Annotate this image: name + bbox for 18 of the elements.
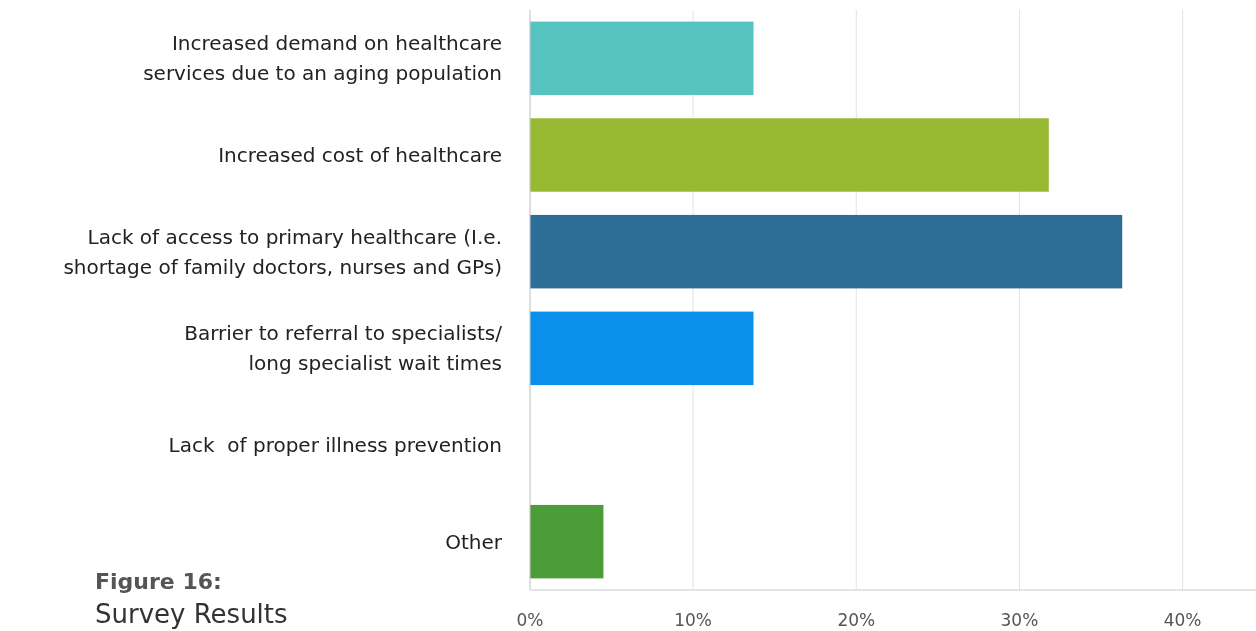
text: Survey Results	[95, 599, 288, 629]
y-tick-label: Lack of access to primary healthcare (I.e. shortage of family doctors, nurses and GPs)	[63, 224, 502, 279]
bar	[530, 311, 754, 386]
bar	[530, 214, 1123, 289]
text: Figure 16:	[95, 569, 222, 594]
bar	[530, 118, 1049, 192]
y-tick-label: Lack of proper illness prevention	[168, 433, 502, 457]
y-tick-label: Increased demand on healthcare services due to an aging population	[143, 31, 502, 86]
y-tick-label: Barrier to referral to specialists/ long specialist wait times	[184, 321, 503, 376]
x-tick-label: 20%	[837, 610, 876, 630]
bar	[530, 504, 604, 579]
bar	[530, 21, 754, 96]
x-tick-label: 40%	[1163, 610, 1202, 630]
y-tick-label: Other	[445, 529, 503, 554]
x-tick-label: 0%	[516, 610, 544, 630]
x-tick-label: 10%	[674, 610, 713, 630]
y-tick-label: Increased cost of healthcare	[218, 143, 502, 167]
x-tick-label: 30%	[1000, 610, 1039, 630]
